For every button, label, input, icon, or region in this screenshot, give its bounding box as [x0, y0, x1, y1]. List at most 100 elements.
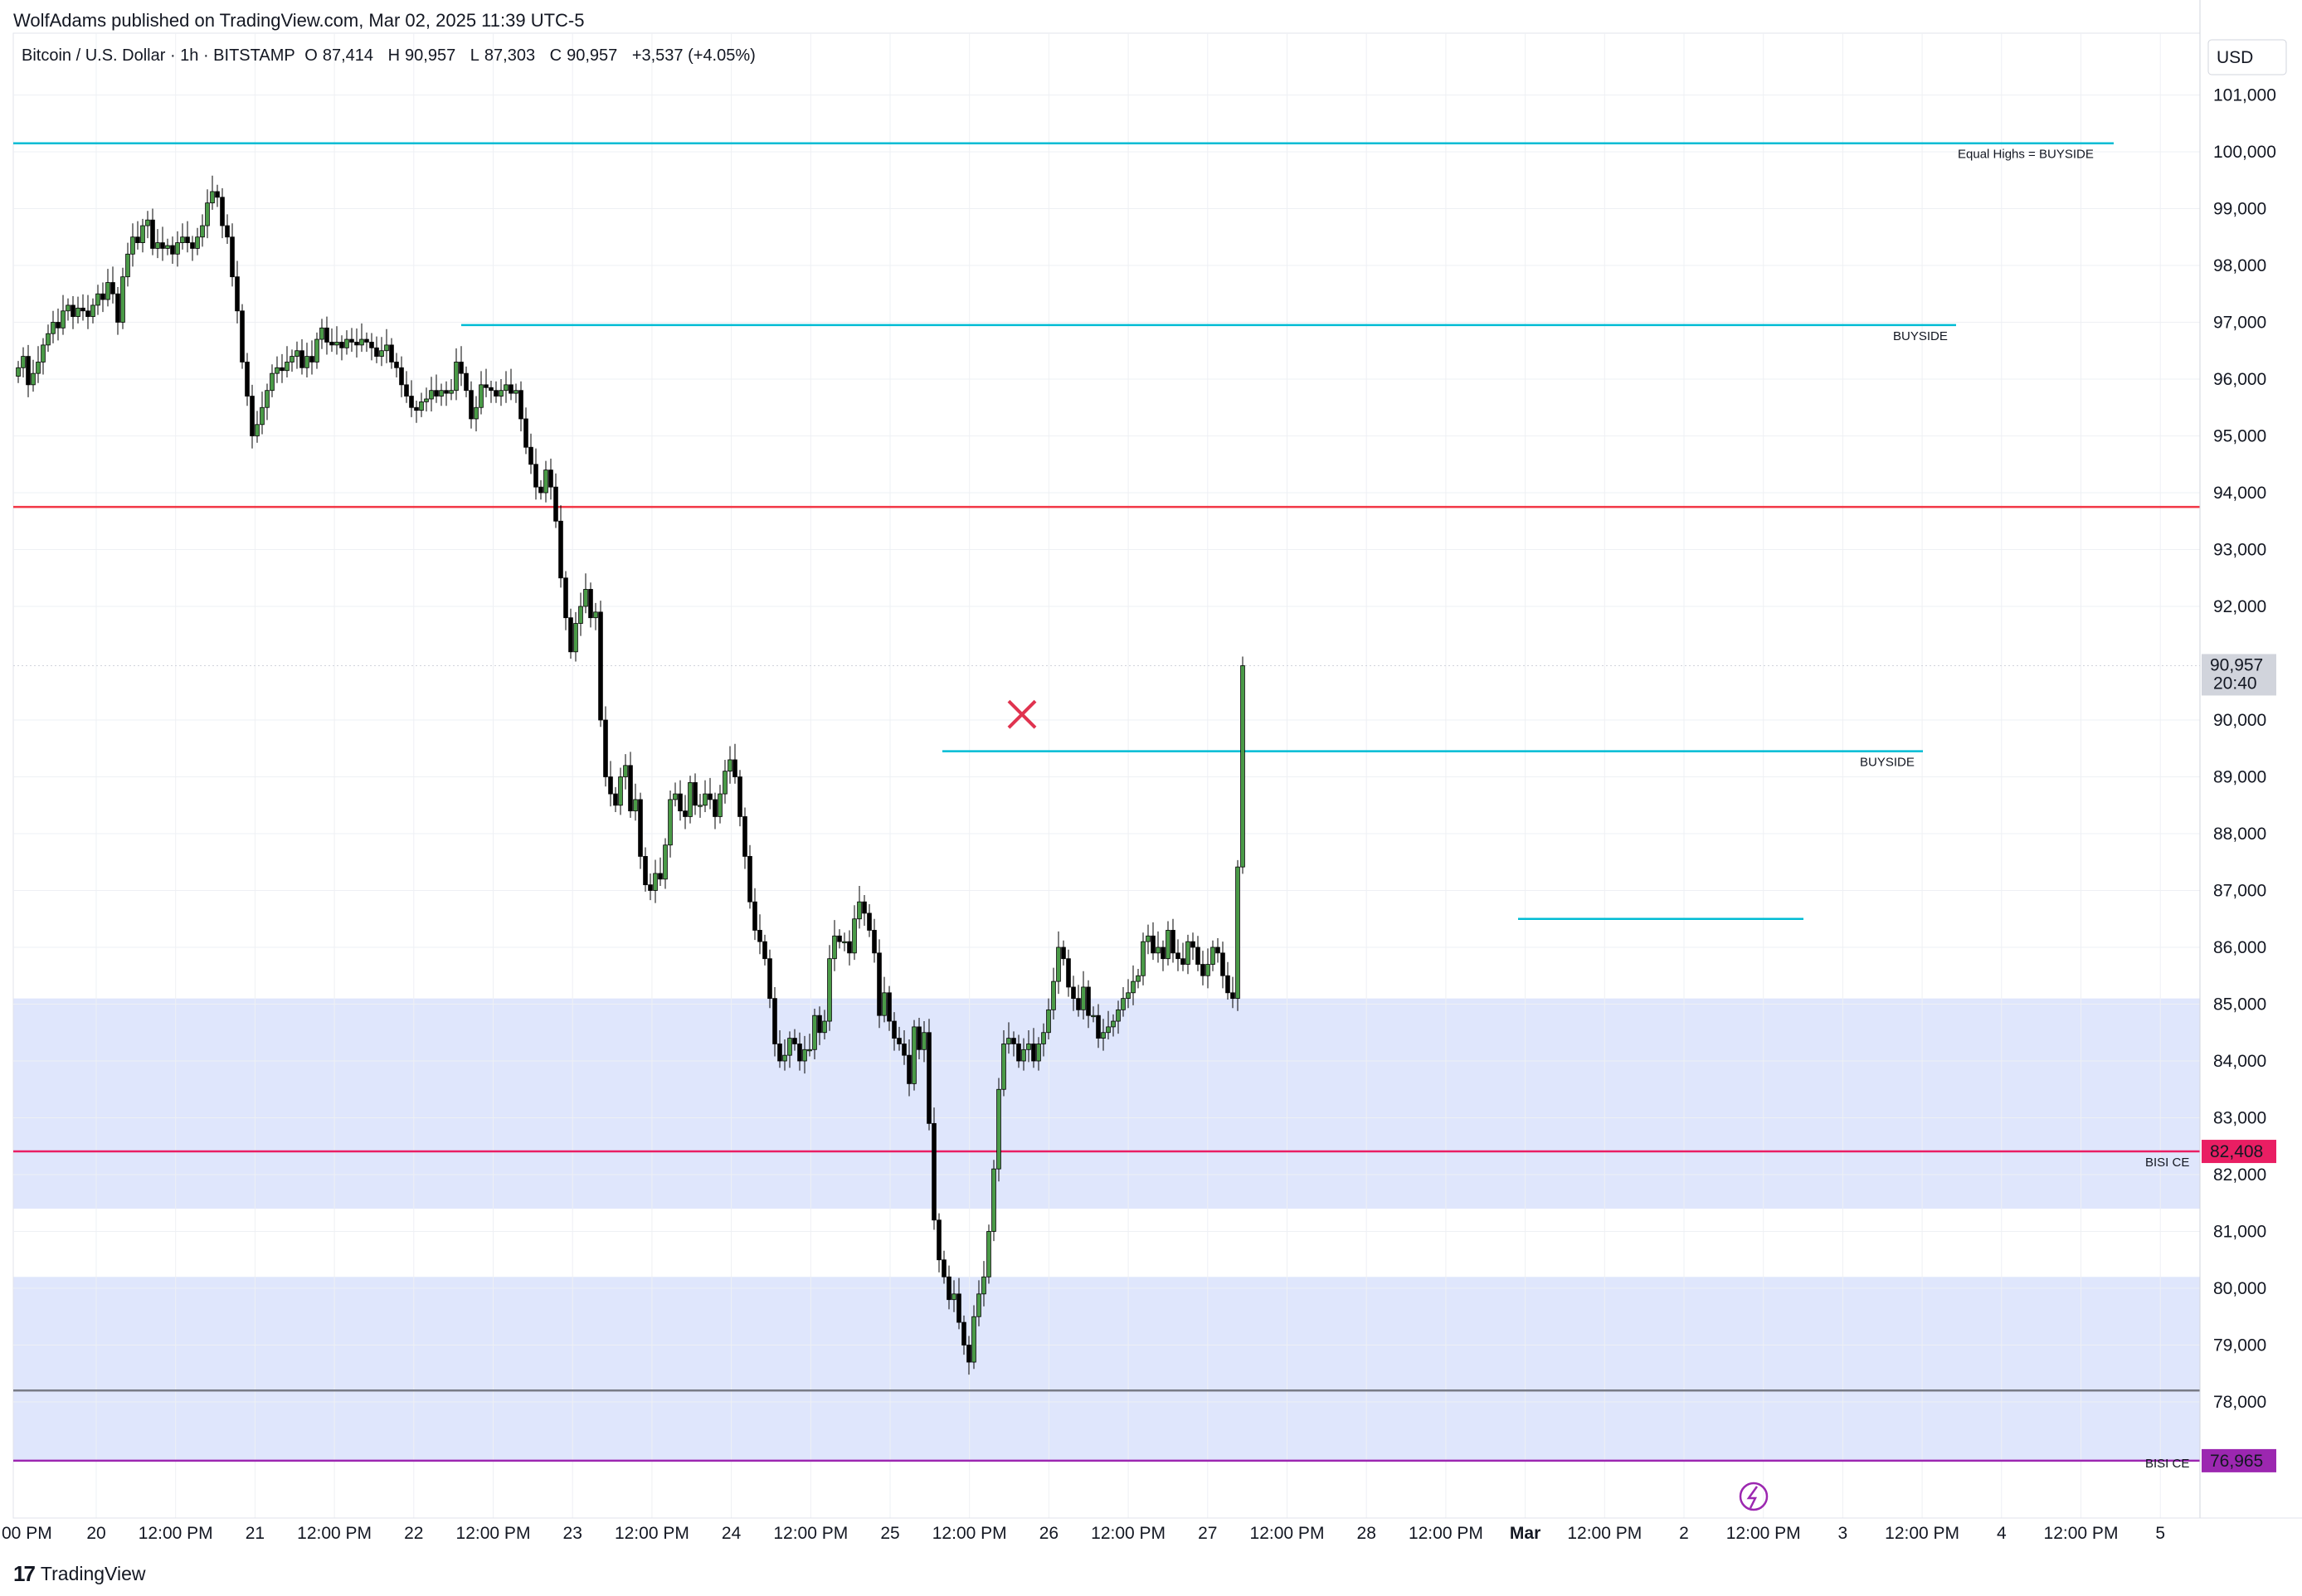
- candle-body: [802, 1049, 807, 1062]
- candle-body: [862, 901, 867, 914]
- y-tick-label: 83,000: [2213, 1109, 2266, 1128]
- candle-body: [280, 367, 285, 372]
- candle-body: [339, 342, 344, 348]
- candle-body: [454, 362, 459, 392]
- candle-body: [937, 1219, 942, 1261]
- candle-body: [578, 606, 583, 624]
- candle-body: [877, 952, 882, 1016]
- candle-body: [1126, 992, 1131, 1000]
- ohlc-open: O 87,414: [304, 46, 374, 65]
- x-tick-label: 00 PM: [2, 1524, 52, 1543]
- candle-body: [1076, 998, 1081, 1010]
- candle-body: [71, 304, 75, 318]
- candle-body: [379, 350, 384, 357]
- x-tick-label: 12:00 PM: [456, 1524, 531, 1543]
- level-label: BISI CE: [2145, 1156, 2189, 1170]
- candle-body: [902, 1044, 907, 1056]
- tradingview-brand[interactable]: 17 TradingView: [13, 1561, 146, 1587]
- candle-body: [568, 617, 573, 653]
- candle-body: [1056, 946, 1061, 982]
- candle-body: [961, 1321, 966, 1345]
- candle-body: [718, 793, 723, 817]
- candle-body: [708, 793, 713, 800]
- candle-body: [459, 362, 464, 374]
- currency-label: USD: [2217, 48, 2253, 67]
- candle-body: [409, 396, 414, 408]
- candle-body: [971, 1316, 976, 1363]
- candle-body: [693, 781, 698, 806]
- candle-body: [847, 941, 852, 954]
- candle-body: [603, 719, 608, 777]
- candle-body: [1101, 1032, 1106, 1039]
- x-tick-label: 28: [1357, 1524, 1376, 1543]
- candle-body: [533, 464, 538, 488]
- candle-body: [195, 236, 200, 249]
- candle-body: [51, 322, 56, 334]
- candle-body: [777, 1044, 782, 1062]
- candle-body: [1185, 941, 1190, 965]
- candle-body: [658, 873, 663, 880]
- candle-body: [812, 1015, 817, 1050]
- candle-body: [747, 856, 752, 903]
- symbol-name[interactable]: Bitcoin / U.S. Dollar · 1h · BITSTAMP: [22, 46, 295, 65]
- currency-button: [2207, 39, 2287, 75]
- y-tick-label: 80,000: [2213, 1279, 2266, 1298]
- candle-body: [1170, 930, 1175, 954]
- candle-body: [464, 372, 469, 392]
- candle-body: [1220, 952, 1225, 976]
- candle-body: [976, 1293, 981, 1317]
- candle-body: [26, 356, 31, 386]
- candle-body: [892, 1020, 897, 1039]
- candle-body: [95, 293, 100, 306]
- candle-body: [927, 1032, 932, 1124]
- x-marker-icon: [1007, 699, 1037, 729]
- candle-body: [1215, 946, 1220, 954]
- candle-body: [429, 390, 434, 400]
- candle-body: [792, 1038, 797, 1044]
- candle-body: [986, 1231, 991, 1277]
- candle-body: [1091, 1015, 1096, 1018]
- x-tick-label: 22: [404, 1524, 423, 1543]
- candle-body: [369, 342, 374, 348]
- candle-body: [469, 390, 474, 420]
- y-tick-label: 89,000: [2213, 768, 2266, 787]
- price-tag-text: 82,408: [2210, 1142, 2263, 1161]
- candle-body: [1151, 935, 1156, 954]
- fvg-zone: [13, 998, 2200, 1209]
- candle-body: [752, 901, 757, 931]
- candle-body: [643, 856, 648, 886]
- candle-body: [36, 362, 41, 374]
- candle-body: [255, 424, 260, 436]
- candle-body: [1161, 946, 1166, 960]
- x-tick-label: 27: [1198, 1524, 1217, 1543]
- candle-body: [742, 816, 747, 857]
- candle-body: [404, 384, 409, 397]
- candle-body: [200, 225, 205, 238]
- candle-body: [698, 805, 703, 807]
- candle-body: [1096, 1015, 1101, 1039]
- candle-body: [80, 307, 85, 312]
- candle-body: [1136, 975, 1141, 982]
- candle-body: [653, 873, 658, 891]
- candle-body: [966, 1345, 971, 1363]
- candle-body: [250, 396, 255, 436]
- ohlc-close: C 90,957: [549, 46, 618, 65]
- y-tick-label: 98,000: [2213, 256, 2266, 275]
- candle-body: [1061, 946, 1066, 960]
- y-tick-label: 99,000: [2213, 200, 2266, 219]
- candle-body: [354, 342, 359, 346]
- candle-body: [588, 589, 593, 619]
- candle-body: [842, 941, 847, 944]
- candle-body: [713, 799, 718, 817]
- candle-body: [504, 384, 509, 392]
- candle-body: [120, 276, 125, 323]
- candle-body: [782, 1054, 787, 1062]
- candle-body: [474, 406, 479, 420]
- candle-body: [947, 1276, 951, 1301]
- candle-body: [394, 362, 399, 368]
- candle-body: [434, 390, 439, 397]
- candle-body: [907, 1054, 912, 1084]
- candle-body: [688, 781, 693, 817]
